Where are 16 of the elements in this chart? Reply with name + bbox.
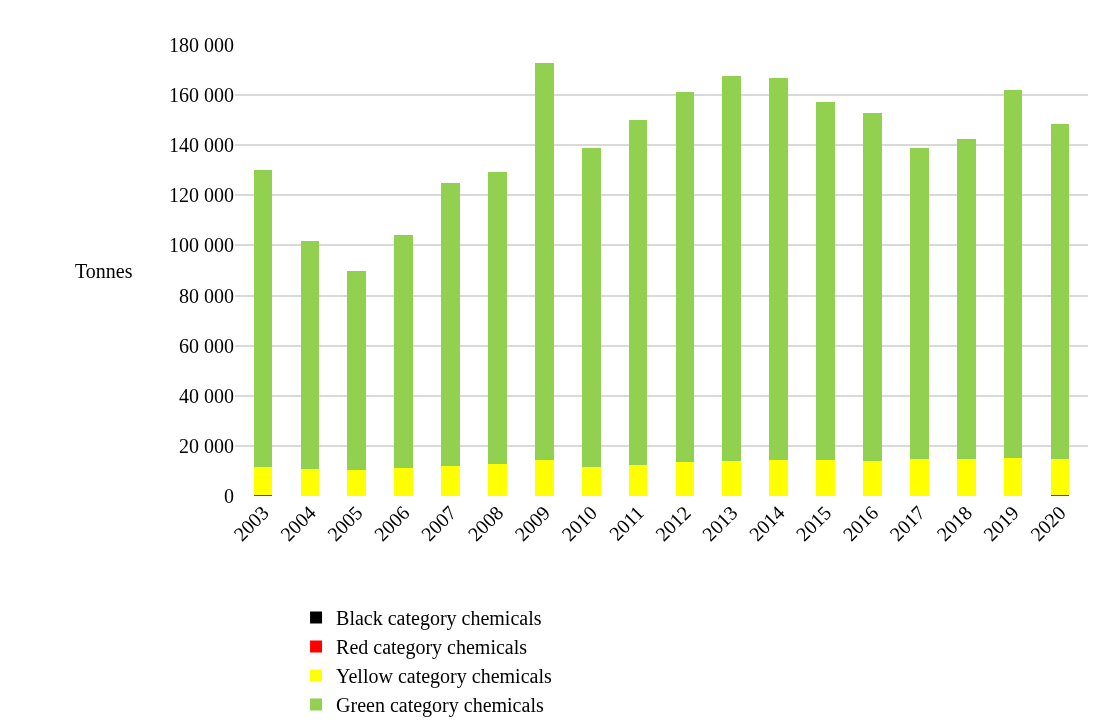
legend-label: Red category chemicals bbox=[336, 636, 528, 660]
y-tick-label: 20 000 bbox=[179, 434, 234, 457]
x-tick-label: 2011 bbox=[604, 501, 648, 545]
y-tick-label: 40 000 bbox=[179, 384, 234, 407]
legend-label: Green category chemicals bbox=[336, 694, 544, 718]
y-tick-label: 80 000 bbox=[179, 284, 234, 307]
legend-label: Yellow category chemicals bbox=[336, 665, 552, 689]
y-tick-label: 100 000 bbox=[169, 234, 234, 257]
y-tick-label: 0 bbox=[224, 485, 234, 507]
legend-label: Black category chemicals bbox=[336, 607, 542, 631]
y-tick-label: 180 000 bbox=[169, 34, 234, 56]
y-tick-label: 140 000 bbox=[169, 134, 234, 157]
y-tick-label: 120 000 bbox=[169, 184, 234, 207]
y-tick-label: 60 000 bbox=[179, 334, 234, 357]
y-tick-label: 160 000 bbox=[169, 84, 234, 107]
y-axis-title: Tonnes bbox=[75, 260, 133, 282]
